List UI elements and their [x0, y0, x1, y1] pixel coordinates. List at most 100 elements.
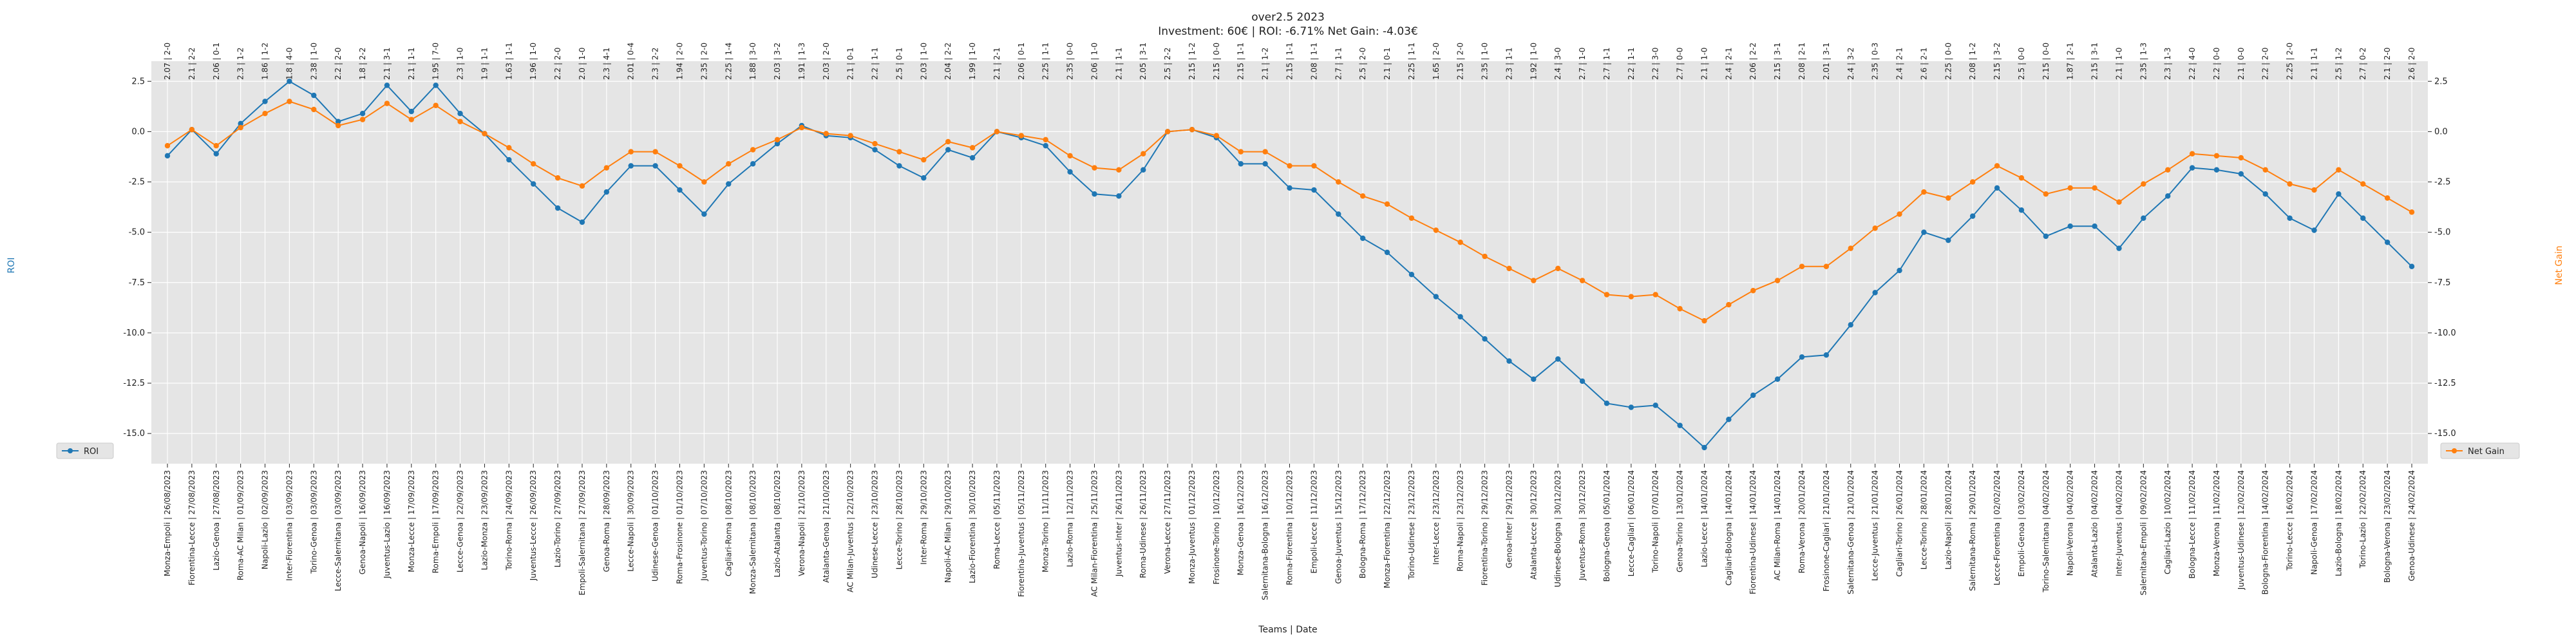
series-1-point-34	[994, 129, 1000, 135]
odds-annotation-27: 2.03 | 2-0	[822, 43, 831, 80]
odds-annotation-21: 1.94 | 2-0	[675, 43, 684, 80]
y-tick-label-left-6: -12.5	[123, 379, 145, 388]
odds-annotation-70: 2.35 | 0-3	[1871, 43, 1880, 80]
series-0-point-50	[1384, 249, 1390, 256]
x-tick-label-87: Torino-Lecce | 16/02/2024	[2286, 470, 2295, 571]
series-0-point-25	[774, 140, 781, 147]
series-0-point-32	[945, 147, 951, 153]
series-0-point-21	[677, 187, 683, 193]
series-0-point-18	[603, 189, 610, 195]
odds-annotation-79: 2.15 | 3-1	[2090, 43, 2099, 80]
odds-annotation-67: 2.08 | 2-1	[1797, 43, 1806, 80]
x-tick-label-7: Lecce-Salernitana | 03/09/2023	[334, 470, 343, 591]
x-tick-label-41: Verona-Lecce | 27/11/2023	[1163, 470, 1172, 574]
series-1-point-88	[2311, 187, 2317, 193]
series-1-point-57	[1555, 265, 1561, 272]
series-1-point-29	[872, 140, 878, 147]
series-0-point-88	[2311, 227, 2317, 233]
series-0-point-80	[2116, 245, 2122, 251]
series-0-point-23	[726, 181, 732, 187]
odds-annotation-72: 2.6 | 2-1	[1919, 48, 1928, 80]
x-tick-label-60: Lecce-Cagliari | 06/01/2024	[1627, 470, 1636, 576]
y-tick-label-right-7: -15.0	[2434, 429, 2456, 439]
series-1-point-14	[506, 145, 512, 151]
series-0-point-33	[969, 155, 976, 161]
series-1-point-19	[628, 149, 634, 155]
x-tick-label-62: Genoa-Torino | 13/01/2024	[1676, 470, 1685, 573]
x-tick-label-28: AC Milan-Juventus | 22/10/2023	[846, 470, 855, 592]
x-tick-label-16: Lazio-Torino | 27/09/2023	[553, 470, 562, 567]
series-0-point-40	[1141, 167, 1146, 173]
x-tick-label-53: Roma-Napoli | 23/12/2023	[1456, 470, 1465, 571]
series-0-point-90	[2360, 215, 2366, 221]
x-tick-label-33: Lazio-Fiorentina | 30/10/2023	[968, 470, 977, 583]
odds-annotation-26: 1.91 | 1-3	[797, 43, 806, 80]
x-tick-label-49: Bologna-Roma | 17/12/2023	[1358, 470, 1367, 578]
odds-annotation-65: 2.06 | 2-2	[1748, 43, 1757, 80]
series-0-point-22	[701, 211, 707, 217]
series-1-point-17	[579, 183, 585, 189]
odds-annotation-24: 1.88 | 3-0	[748, 43, 757, 80]
series-0-point-36	[1043, 143, 1048, 149]
x-tick-label-12: Lecce-Genoa | 22/09/2023	[456, 470, 465, 573]
series-0-point-92	[2409, 263, 2415, 269]
y-tick-label-left-2: -2.5	[129, 178, 145, 187]
series-1-point-15	[531, 161, 536, 167]
series-1-point-10	[408, 117, 415, 122]
odds-annotation-4: 1.86 | 1-2	[261, 43, 270, 80]
odds-annotation-9: 2.1 | 3-1	[383, 48, 392, 80]
x-tick-label-63: Lazio-Lecce | 14/01/2024	[1700, 470, 1709, 567]
x-tick-label-34: Roma-Lecce | 05/11/2023	[992, 470, 1001, 569]
odds-annotation-57: 2.4 | 3-0	[1553, 48, 1562, 80]
series-0-point-0	[164, 153, 171, 159]
series-0-point-61	[1653, 402, 1658, 408]
x-tick-label-2: Lazio-Genoa | 27/08/2023	[212, 470, 221, 571]
x-tick-label-0: Monza-Empoli | 26/08/2023	[163, 470, 172, 576]
series-1-point-30	[896, 149, 902, 155]
x-tick-label-74: Salernitana-Roma | 29/01/2024	[1968, 470, 1977, 591]
odds-annotation-34: 2.1 | 2-1	[992, 48, 1001, 80]
odds-annotation-16: 2.2 | 2-0	[553, 48, 562, 80]
series-0-point-58	[1579, 378, 1586, 384]
odds-annotation-36: 2.25 | 1-1	[1041, 43, 1050, 80]
series-1-point-31	[921, 156, 927, 163]
x-tick-label-6: Torino-Genoa | 03/09/2023	[309, 470, 318, 574]
odds-annotation-61: 2.2 | 3-0	[1651, 48, 1660, 80]
series-1-point-27	[823, 131, 829, 137]
series-1-point-24	[750, 147, 756, 153]
series-0-point-87	[2287, 215, 2293, 221]
x-axis-categories: Monza-Empoli | 26/08/2023 Fiorentina-Lecc…	[163, 464, 2416, 600]
x-tick-label-61: Torino-Napoli | 07/01/2024	[1651, 470, 1660, 573]
series-1-point-54	[1482, 253, 1488, 260]
odds-annotation-82: 2.3 | 1-3	[2163, 48, 2172, 80]
x-tick-label-80: Inter-Juventus | 04/02/2024	[2114, 470, 2123, 576]
odds-annotation-8: 1.8 | 2-2	[358, 48, 367, 80]
series-1-point-60	[1628, 294, 1634, 299]
series-1-point-79	[2092, 185, 2098, 191]
series-1-point-58	[1579, 278, 1586, 283]
odds-annotation-91: 2.1 | 2-0	[2383, 48, 2392, 80]
x-tick-label-1: Fiorentina-Lecce | 27/08/2023	[187, 470, 196, 585]
series-0-point-30	[896, 163, 902, 169]
x-tick-label-78: Napoli-Verona | 04/02/2024	[2066, 470, 2075, 576]
x-tick-label-68: Frosinone-Cagliari | 21/01/2024	[1822, 470, 1831, 591]
series-1-point-84	[2213, 153, 2220, 159]
x-tick-label-46: Roma-Fiorentina | 10/12/2023	[1285, 470, 1294, 585]
series-1-point-20	[652, 149, 658, 155]
series-0-point-83	[2189, 165, 2195, 171]
legend-right-label: Net Gain	[2468, 447, 2505, 457]
odds-annotation-11: 1.95 | 7-0	[431, 43, 440, 80]
series-1-point-85	[2238, 155, 2244, 161]
odds-annotation-20: 2.3 | 2-2	[651, 48, 660, 80]
x-tick-label-50: Monza-Fiorentina | 22/12/2023	[1383, 470, 1392, 588]
series-1-point-91	[2384, 195, 2391, 201]
legend-left-marker	[68, 448, 73, 453]
odds-annotation-22: 2.35 | 2-0	[699, 43, 708, 80]
series-0-point-47	[1311, 187, 1317, 193]
y-tick-label-left-3: -5.0	[129, 228, 145, 238]
series-0-point-17	[579, 219, 585, 225]
x-tick-label-77: Torino-Salernitana | 04/02/2024	[2041, 470, 2050, 593]
series-0-point-49	[1359, 235, 1366, 242]
odds-annotation-74: 2.08 | 1-2	[1968, 43, 1977, 80]
odds-annotation-6: 2.38 | 1-0	[309, 43, 318, 80]
